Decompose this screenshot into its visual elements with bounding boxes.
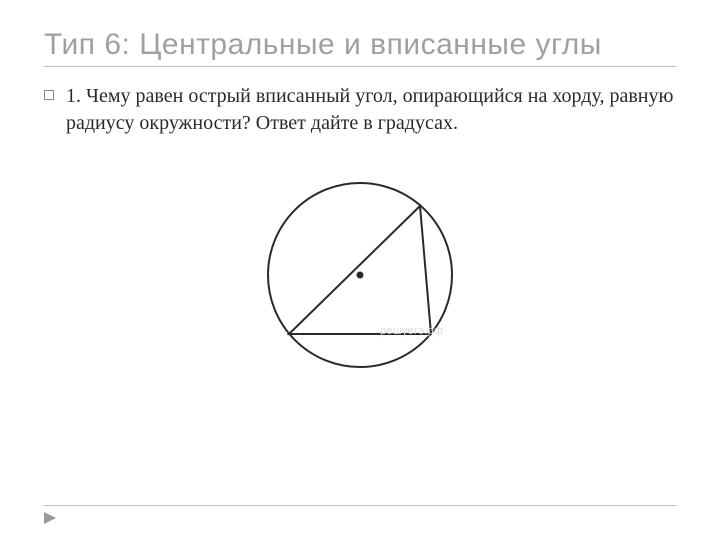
problem-body: Чему равен острый вписанный угол, опираю…	[66, 85, 673, 134]
slide-title: Тип 6: Центральные и вписанные углы	[44, 28, 676, 62]
diagram-center-dot	[357, 272, 364, 279]
problem-block: 1. Чему равен острый вписанный угол, опи…	[44, 83, 676, 137]
divider-bottom	[44, 505, 676, 506]
diagram-triangle	[289, 206, 431, 334]
bullet-icon	[44, 90, 54, 100]
problem-text: 1. Чему равен острый вписанный угол, опи…	[66, 83, 676, 137]
divider-top	[44, 66, 676, 67]
next-arrow-icon[interactable]	[44, 512, 58, 526]
watermark-text: решуегэ.рф	[380, 325, 443, 337]
figure-container: решуегэ.рф	[44, 165, 676, 390]
geometry-diagram	[245, 165, 475, 385]
problem-number: 1.	[66, 85, 81, 107]
